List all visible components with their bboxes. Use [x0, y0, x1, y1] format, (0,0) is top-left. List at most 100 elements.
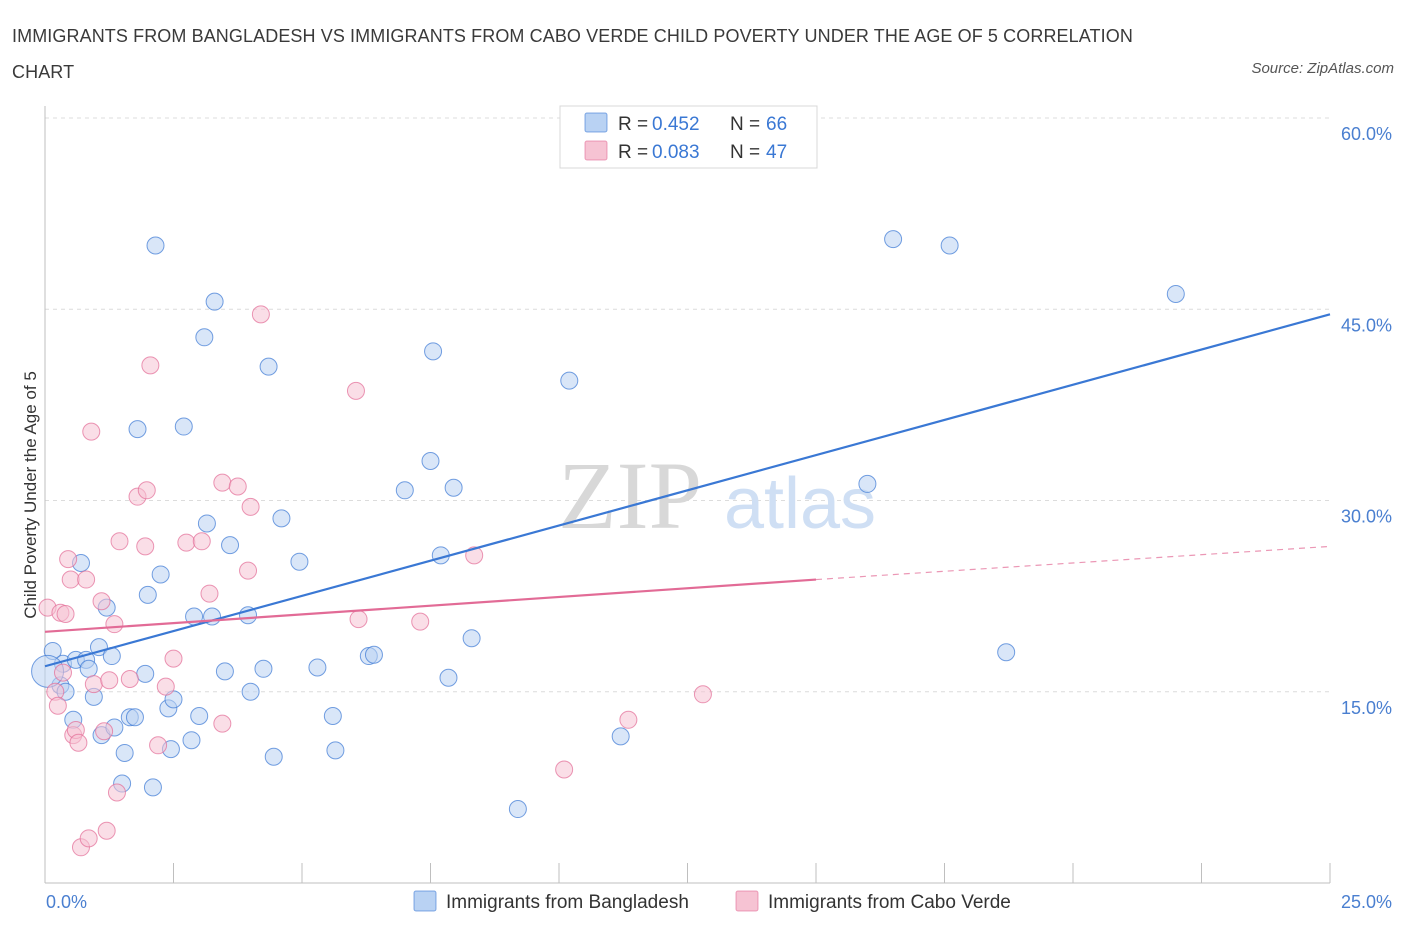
trend-line-bangladesh — [44, 313, 1331, 668]
point-bangladesh — [290, 552, 309, 571]
point-bangladesh — [115, 743, 134, 762]
legend-n-label: N = — [730, 142, 760, 163]
point-bangladesh — [197, 514, 216, 533]
watermark-atlas: atlas — [724, 464, 876, 544]
point-cabo-verde — [411, 612, 430, 631]
point-bangladesh — [241, 682, 260, 701]
point-cabo-verde — [693, 685, 712, 704]
point-bangladesh — [136, 664, 155, 683]
point-bangladesh — [508, 800, 527, 819]
point-bangladesh — [174, 417, 193, 436]
point-bangladesh — [182, 731, 201, 750]
point-cabo-verde — [228, 477, 247, 496]
legend-n-value: 66 — [766, 114, 787, 135]
y-tick-label: 15.0% — [1341, 698, 1392, 718]
point-cabo-verde — [107, 783, 126, 802]
legend-swatch-bangladesh — [584, 112, 608, 133]
point-cabo-verde — [164, 649, 183, 668]
point-cabo-verde — [555, 760, 574, 779]
point-bangladesh — [611, 727, 630, 746]
point-bangladesh — [884, 230, 903, 249]
point-cabo-verde — [95, 722, 114, 741]
point-cabo-verde — [105, 615, 124, 634]
trend-line-cabo-verde-extension — [815, 545, 1331, 581]
point-cabo-verde — [79, 829, 98, 848]
legend-r-label: R = — [618, 114, 648, 135]
trend-line-cabo-verde — [44, 578, 817, 633]
legend-swatch-bangladesh — [413, 890, 437, 912]
point-bangladesh — [125, 708, 144, 727]
x-tick-label: 0.0% — [46, 892, 87, 912]
point-bangladesh — [424, 342, 443, 361]
point-bangladesh — [439, 668, 458, 687]
point-bangladesh — [940, 236, 959, 255]
legend-r-value: 0.083 — [652, 142, 700, 163]
point-cabo-verde — [192, 532, 211, 551]
point-cabo-verde — [100, 671, 119, 690]
point-cabo-verde — [120, 670, 139, 688]
point-cabo-verde — [200, 584, 219, 603]
point-bangladesh — [143, 778, 162, 797]
point-bangladesh — [128, 420, 147, 439]
legend-r-value: 0.452 — [652, 114, 700, 135]
point-cabo-verde — [141, 356, 160, 375]
point-cabo-verde — [149, 736, 168, 755]
series-legend: Immigrants from Bangladesh Immigrants fr… — [413, 890, 1011, 913]
point-bangladesh — [858, 474, 877, 493]
point-cabo-verde — [465, 546, 484, 565]
point-bangladesh — [395, 481, 414, 500]
y-tick-label: 45.0% — [1341, 315, 1392, 335]
point-bangladesh — [79, 659, 98, 678]
point-cabo-verde — [53, 663, 72, 682]
point-bangladesh — [146, 236, 165, 255]
trend-lines — [44, 313, 1331, 668]
point-bangladesh — [190, 706, 209, 725]
point-cabo-verde — [349, 610, 368, 629]
point-bangladesh — [221, 536, 240, 555]
x-tick-label: 25.0% — [1341, 892, 1392, 912]
y-tick-label: 60.0% — [1341, 124, 1392, 144]
point-cabo-verde — [213, 473, 232, 492]
data-points — [31, 230, 1185, 857]
point-bangladesh — [1166, 284, 1185, 303]
stats-legend: R = 0.452 N = 66 R = 0.083 N = 47 — [559, 105, 818, 169]
point-cabo-verde — [239, 561, 258, 580]
source-label: Source: ZipAtlas.com — [1251, 60, 1394, 77]
point-cabo-verde — [77, 570, 96, 589]
point-cabo-verde — [48, 696, 67, 715]
chart-title: IMMIGRANTS FROM BANGLADESH VS IMMIGRANTS… — [12, 26, 1133, 82]
point-bangladesh — [326, 741, 345, 760]
point-cabo-verde — [136, 537, 155, 556]
point-bangladesh — [421, 451, 440, 470]
point-bangladesh — [264, 747, 283, 766]
point-bangladesh — [323, 706, 342, 725]
point-cabo-verde — [346, 381, 365, 400]
watermark-zip: ZIP — [558, 442, 702, 549]
y-axis-label: Child Poverty Under the Age of 5 — [21, 371, 40, 619]
point-cabo-verde — [241, 497, 260, 516]
point-bangladesh — [195, 328, 214, 347]
y-tick-label: 30.0% — [1341, 507, 1392, 527]
legend-item-cabo-verde: Immigrants from Cabo Verde — [768, 892, 1011, 913]
point-bangladesh — [205, 292, 224, 311]
watermark: ZIP atlas — [558, 442, 876, 549]
point-bangladesh — [444, 478, 463, 497]
point-cabo-verde — [82, 422, 101, 441]
point-cabo-verde — [110, 532, 129, 551]
point-bangladesh — [151, 565, 170, 584]
point-bangladesh — [308, 658, 327, 677]
point-bangladesh — [364, 645, 383, 664]
tick-labels: 15.0% 30.0% 45.0% 60.0% 0.0% 25.0% — [46, 124, 1392, 912]
axes — [44, 106, 1331, 884]
grid-lines — [45, 117, 1330, 693]
legend-n-label: N = — [730, 114, 760, 135]
point-cabo-verde — [177, 533, 196, 552]
point-cabo-verde — [97, 821, 116, 840]
point-cabo-verde — [59, 550, 78, 569]
point-bangladesh — [259, 357, 278, 376]
point-bangladesh — [138, 585, 157, 604]
legend-swatch-cabo-verde — [584, 140, 608, 161]
legend-swatch-cabo-verde — [735, 890, 759, 912]
point-cabo-verde — [213, 714, 232, 733]
